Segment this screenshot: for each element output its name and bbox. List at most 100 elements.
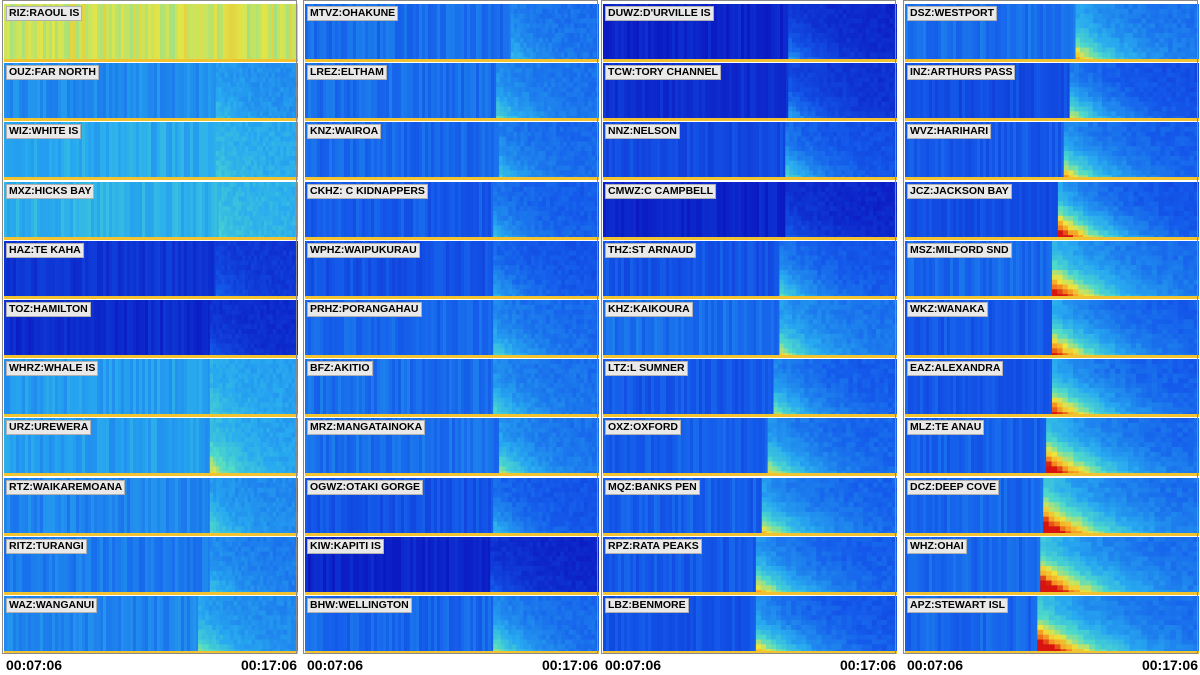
- spectrogram-image: [905, 596, 1199, 654]
- spectrogram-panel: CMWZ:C CAMPBELL: [603, 181, 897, 240]
- arrival-energy: [785, 181, 897, 240]
- spectrogram-panel: THZ:ST ARNAUD: [603, 240, 897, 299]
- spectrogram-image: [603, 300, 897, 358]
- spectrogram-panel: INZ:ARTHURS PASS: [905, 63, 1199, 122]
- low-frequency-band: [305, 236, 599, 240]
- arrival-energy: [209, 418, 298, 477]
- low-frequency-band: [905, 118, 1199, 122]
- arrival-energy: [1069, 63, 1199, 122]
- spectrogram-image: [905, 240, 1199, 299]
- spectrogram-panel: DSZ:WESTPORT: [905, 4, 1199, 62]
- spectrogram-panel: TCW:TORY CHANNEL: [603, 63, 897, 122]
- station-label: RPZ:RATA PEAKS: [605, 538, 702, 554]
- station-label: WKZ:WANAKA: [907, 302, 988, 317]
- station-label: RTZ:WAIKAREMOANA: [6, 479, 126, 495]
- spectrogram-panel: WAZ:WANGANUI: [4, 596, 298, 654]
- spectrogram-panel: MXZ:HICKS BAY: [4, 181, 298, 240]
- spectrogram-panel: APZ:STEWART ISL: [905, 596, 1199, 654]
- station-label: BFZ:AKITIO: [307, 361, 373, 377]
- low-frequency-band: [305, 59, 599, 62]
- station-column-2: MTVZ:OHAKUNE LREZ:ELTHAM KNZ:WAIROA CKHZ: C…: [303, 0, 600, 675]
- spectrogram-image: [4, 536, 298, 595]
- low-frequency-band: [905, 532, 1199, 536]
- low-frequency-band: [4, 118, 298, 122]
- time-axis-end: 00:17:06: [240, 657, 297, 673]
- station-label: APZ:STEWART ISL: [907, 598, 1009, 613]
- arrival-energy: [1043, 477, 1199, 536]
- arrival-energy: [215, 63, 298, 122]
- low-frequency-band: [603, 118, 897, 122]
- time-axis-start: 00:07:06: [907, 657, 964, 673]
- low-frequency-band: [4, 236, 298, 240]
- spectrogram-image: [905, 418, 1199, 477]
- low-frequency-band: [4, 651, 298, 654]
- arrival-energy: [755, 596, 897, 654]
- arrival-energy: [779, 300, 897, 358]
- station-label: KIW:KAPITI IS: [307, 538, 384, 554]
- low-frequency-band: [603, 177, 897, 181]
- spectrogram-image: [305, 181, 599, 240]
- station-column-4: DSZ:WESTPORT INZ:ARTHURS PASS WVZ:HARIHARI…: [903, 0, 1200, 675]
- low-frequency-band: [905, 414, 1199, 418]
- time-axis-start: 00:07:06: [6, 657, 63, 673]
- spectrogram-image: [4, 359, 298, 418]
- spectrogram-image: [603, 536, 897, 595]
- spectrogram-panel: RTZ:WAIKAREMOANA: [4, 477, 298, 536]
- spectrogram-image: [603, 63, 897, 122]
- low-frequency-band: [4, 177, 298, 181]
- station-label: MTVZ:OHAKUNE: [307, 6, 399, 21]
- station-label: MXZ:HICKS BAY: [6, 183, 95, 199]
- arrival-energy: [761, 477, 897, 536]
- spectrogram-panel: MTVZ:OHAKUNE: [305, 4, 599, 62]
- low-frequency-band: [603, 651, 897, 654]
- station-label: JCZ:JACKSON BAY: [907, 183, 1012, 199]
- spectrogram-panel: DUWZ:D'URVILLE IS: [603, 4, 897, 62]
- arrival-energy: [767, 418, 897, 477]
- station-label: LREZ:ELTHAM: [307, 65, 387, 81]
- low-frequency-band: [305, 473, 599, 477]
- spectrogram-image: [4, 240, 298, 299]
- low-frequency-band: [4, 414, 298, 418]
- spectrogram-panel: WIZ:WHITE IS: [4, 122, 298, 181]
- spectrogram-panel: KNZ:WAIROA: [305, 122, 599, 181]
- arrival-energy: [493, 181, 599, 240]
- station-label: INZ:ARTHURS PASS: [907, 65, 1016, 81]
- low-frequency-band: [305, 651, 599, 654]
- spectrogram-panel: RIZ:RAOUL IS: [4, 4, 298, 62]
- low-frequency-band: [905, 295, 1199, 299]
- low-frequency-band: [603, 414, 897, 418]
- time-axis-start: 00:07:06: [605, 657, 662, 673]
- low-frequency-band: [603, 295, 897, 299]
- station-label: CMWZ:C CAMPBELL: [605, 183, 716, 199]
- low-frequency-band: [603, 355, 897, 358]
- arrival-energy: [1037, 596, 1199, 654]
- spectrogram-panel: JCZ:JACKSON BAY: [905, 181, 1199, 240]
- station-label: WHZ:OHAI: [907, 538, 967, 554]
- station-label: BHW:WELLINGTON: [307, 598, 412, 613]
- arrival-energy: [755, 536, 897, 595]
- arrival-energy: [493, 596, 599, 654]
- station-label: MLZ:TE ANAU: [907, 420, 985, 436]
- arrival-energy: [1063, 122, 1199, 181]
- station-label: DUWZ:D'URVILLE IS: [605, 6, 714, 21]
- spectrogram-panel: MRZ:MANGATAINOKA: [305, 418, 599, 477]
- arrival-energy: [215, 122, 298, 181]
- spectrogram-image: [905, 122, 1199, 181]
- arrival-energy: [1057, 181, 1199, 240]
- low-frequency-band: [603, 59, 897, 62]
- arrival-energy: [773, 359, 897, 418]
- arrival-energy: [1075, 4, 1199, 62]
- low-frequency-band: [905, 236, 1199, 240]
- spectrogram-panel: RPZ:RATA PEAKS: [603, 536, 897, 595]
- station-label: URZ:UREWERA: [6, 420, 92, 436]
- spectrogram-image: [603, 596, 897, 654]
- spectrogram-image: [905, 477, 1199, 536]
- arrival-energy: [493, 359, 599, 418]
- spectrogram-panel: OXZ:OXFORD: [603, 418, 897, 477]
- spectrogram-image: [603, 240, 897, 299]
- spectrogram-panel: LREZ:ELTHAM: [305, 63, 599, 122]
- low-frequency-band: [305, 355, 599, 358]
- low-frequency-band: [905, 651, 1199, 654]
- spectrogram-image: [305, 596, 599, 654]
